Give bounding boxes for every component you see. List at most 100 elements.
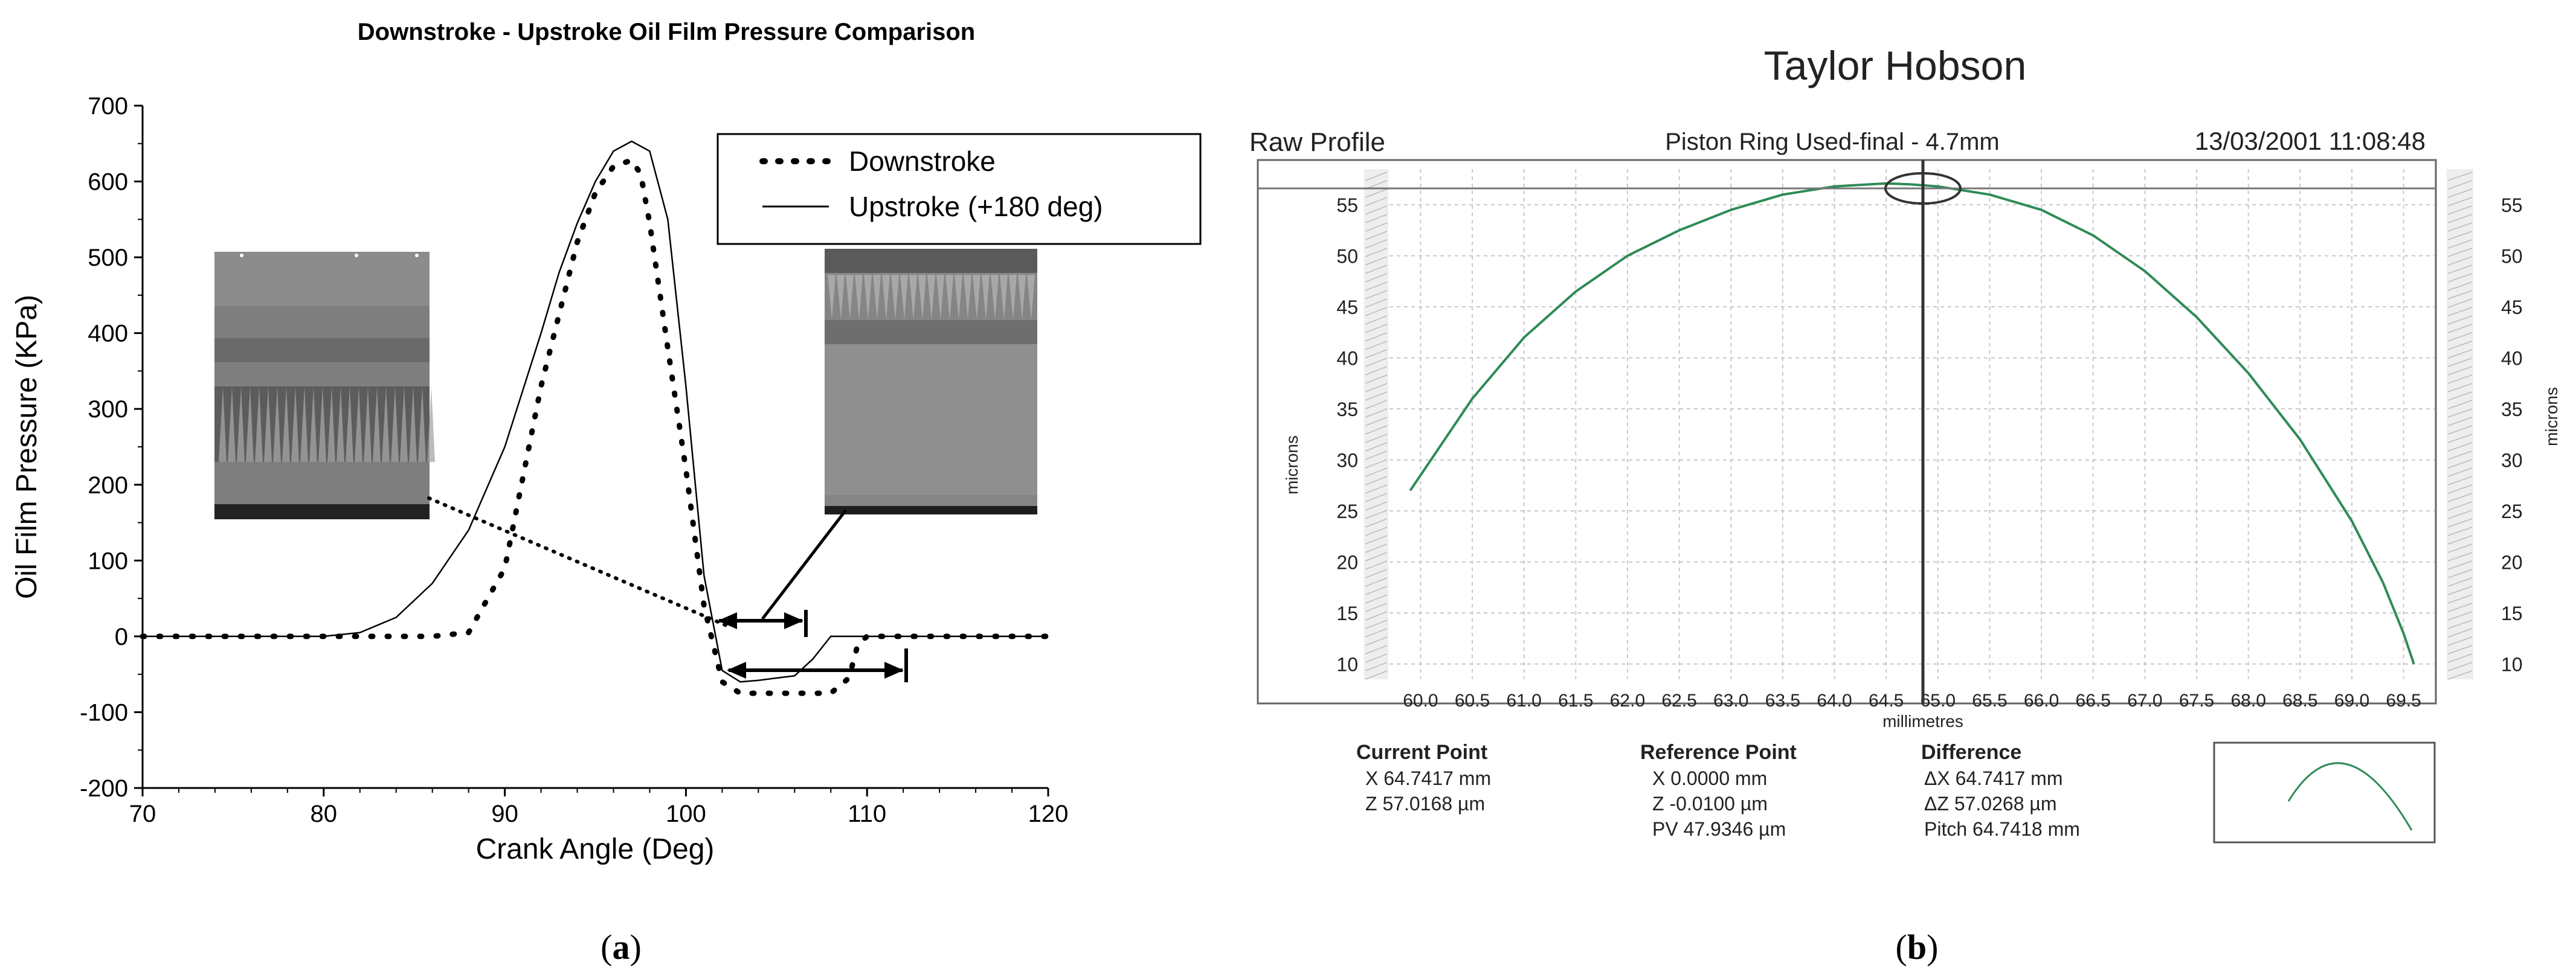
hatch-stroke [2447,417,2473,426]
hatch-stroke [2447,180,2473,190]
hatch-stroke [2447,484,2473,494]
y-tick-label-left: 25 [1336,501,1358,522]
streak [891,275,899,320]
y-tick-label: 0 [115,624,128,650]
streak [300,386,308,462]
x-tick-label: 60.5 [1455,691,1490,711]
hatch-stroke [2447,450,2473,460]
y-tick-label-right: 20 [2501,552,2523,574]
hatch-stroke [2447,400,2473,409]
hatch-stroke [2447,603,2473,612]
x-tick-label: 110 [848,801,886,827]
y-tick-label-left: 10 [1336,654,1358,676]
y-tick-label-left: 30 [1336,450,1358,472]
profile-grid [1389,169,2435,679]
x-tick-label: 90 [491,801,518,827]
streak [291,386,299,462]
thumbnail-curve [2287,762,2413,831]
profile-y-ticks-right: 10 15 20 25 30 35 40 45 50 55 [2501,194,2523,676]
x-tick-label: 62.5 [1661,691,1696,711]
hatch-stroke [2447,341,2473,350]
streak [382,386,390,462]
x-tick-label: 66.5 [2076,691,2111,711]
hatch-stroke [2447,222,2473,232]
hatch-stroke [2447,332,2473,342]
cavitation-photo-left [214,252,435,519]
y-tick-label-right: 45 [2501,296,2523,318]
hatch-stroke [2447,357,2473,367]
hatch-stroke [2447,594,2473,604]
hatch-stroke [2447,239,2473,249]
hatch-stroke [2447,442,2473,452]
hatch-stroke [1365,442,1388,452]
hatch-stroke [1365,476,1388,485]
x-tick-label: 70 [129,801,156,827]
hatch-stroke [1365,543,1388,553]
hatch-stroke [2447,645,2473,655]
series-line-downstroke [140,157,1051,696]
hatch-stroke [2447,383,2473,392]
legend-upstroke-label: Upstroke (+180 deg) [849,191,1103,222]
hatch-stroke [1365,408,1388,418]
difference-title: Difference [1921,741,2021,764]
cursor-marker-ellipse [1884,172,1962,205]
chart-a-series [140,140,1051,696]
hatch-stroke [2447,543,2473,553]
hatch-stroke [2447,434,2473,443]
hatch-stroke [1365,577,1388,587]
hatch-stroke [1365,298,1388,308]
y-tick-label: 300 [88,396,128,423]
cavitation-extent-arrow-lower [727,649,908,682]
hatch-stroke [1365,256,1388,266]
chart-a-legend: Downstroke Upstroke (+180 deg) [716,133,1202,245]
x-tick-label: 65.0 [1921,691,1956,711]
hatch-stroke [1365,239,1388,249]
x-tick-label: 62.0 [1610,691,1645,711]
right-hatched-margin [2447,169,2473,680]
hatch-stroke [2447,577,2473,587]
hatch-stroke [1365,510,1388,519]
hatch-stroke [2447,527,2473,536]
hatch-stroke [1365,374,1388,384]
streak [882,275,890,320]
reference-point-title: Reference Point [1640,741,1797,764]
chart-a-x-ticks: 70 80 90 100 110 120 [129,788,1068,827]
raw-profile-label: Raw Profile [1249,127,1385,157]
hatch-stroke [1365,586,1388,595]
cavitation-streaks [828,275,1035,320]
hatch-stroke [1365,231,1388,240]
legend-downstroke: Downstroke [759,146,996,177]
y-tick-label: 400 [88,321,128,347]
streak [255,386,263,462]
hatch-stroke [1365,645,1388,655]
streak [846,275,854,320]
y-tick-label-left: 35 [1336,399,1358,420]
hatch-stroke [1365,636,1388,646]
streak [409,386,417,462]
x-tick-label: 68.0 [2230,691,2265,711]
hatch-stroke [1365,662,1388,671]
streak [346,386,353,462]
hatch-stroke [1365,188,1388,198]
reference-point-z: Z -0.0100 µm [1652,793,1768,815]
profile-thumbnail[interactable] [2213,741,2436,844]
panel-b-profile-printout: Taylor Hobson Raw Profile Piston Ring Us… [1249,43,2561,967]
streak [909,275,917,320]
hatch-stroke [2447,459,2473,469]
measurement-timestamp: 13/03/2001 11:08:48 [2195,127,2426,155]
hatch-stroke [2447,518,2473,528]
difference-dx: ΔX 64.7417 mm [1924,767,2062,789]
hatch-stroke [1365,527,1388,536]
hatch-stroke [1365,493,1388,502]
hatch-stroke [1365,171,1388,181]
streak [973,275,980,320]
y-tick-label: -200 [80,775,128,802]
difference-pitch: Pitch 64.7418 mm [1924,818,2080,840]
hatch-stroke [1365,434,1388,443]
legend-upstroke: Upstroke (+180 deg) [762,191,1103,222]
streak [873,275,881,320]
streak [982,275,990,320]
x-tick-label: 60.0 [1403,691,1438,711]
hatch-stroke [2447,298,2473,308]
hatch-stroke [2447,205,2473,215]
